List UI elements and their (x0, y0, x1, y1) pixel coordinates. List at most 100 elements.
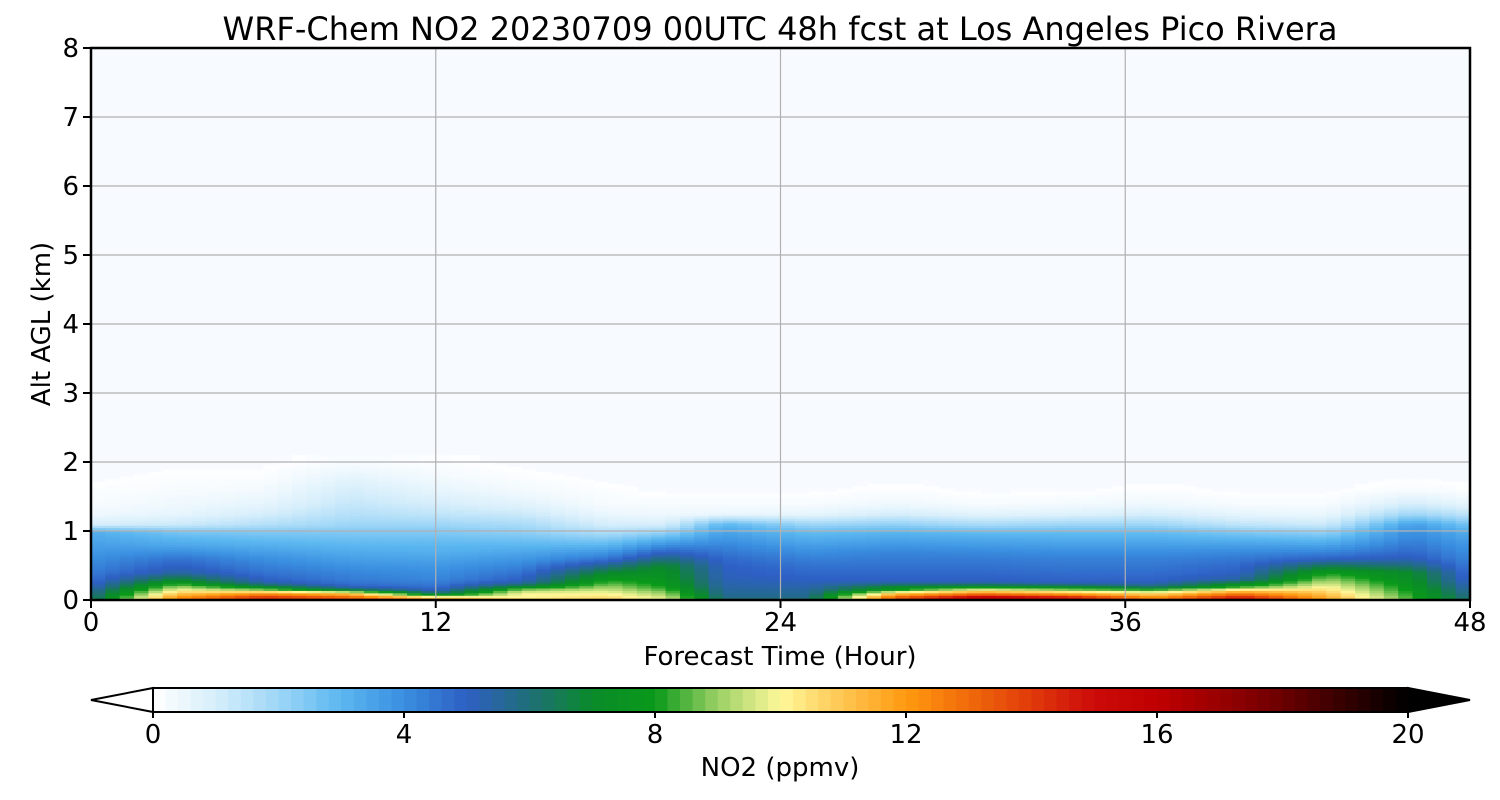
heatmap-cell (550, 556, 566, 560)
heatmap-cell (995, 571, 1011, 575)
heatmap-cell (536, 476, 552, 480)
heatmap-cell (1125, 525, 1141, 529)
heatmap-cell (148, 585, 164, 589)
heatmap-cell (105, 571, 121, 575)
heatmap-cell (809, 515, 825, 519)
heatmap-cell (1053, 503, 1069, 507)
heatmap-cell (450, 498, 466, 502)
heatmap-cell (536, 568, 552, 572)
heatmap-cell (335, 513, 351, 517)
heatmap-cell (1067, 520, 1083, 524)
heatmap-cell (1153, 573, 1169, 577)
heatmap-cell (1197, 500, 1213, 504)
heatmap-cell (335, 590, 351, 594)
heatmap-cell (407, 527, 422, 531)
heatmap-cell (249, 542, 264, 546)
heatmap-cell (1024, 583, 1040, 587)
heatmap-cell (363, 575, 379, 579)
heatmap-cell (1268, 513, 1284, 517)
heatmap-cell (263, 575, 279, 579)
heatmap-cell (895, 580, 911, 584)
heatmap-cell (1168, 496, 1184, 500)
heatmap-cell (306, 486, 322, 490)
heatmap-cell (794, 544, 810, 548)
heatmap-cell (134, 488, 150, 492)
heatmap-cell (507, 515, 523, 519)
heatmap-cell (162, 542, 178, 546)
heatmap-cell (450, 522, 466, 526)
heatmap-cell (320, 508, 336, 512)
heatmap-cell (909, 583, 925, 587)
heatmap-cell (1053, 556, 1069, 560)
heatmap-cell (1182, 517, 1198, 521)
heatmap-cell (579, 556, 595, 560)
heatmap-cell (1197, 561, 1213, 565)
heatmap-cell (349, 583, 365, 587)
heatmap-cell (881, 493, 897, 497)
heatmap-cell (407, 520, 422, 524)
heatmap-cell (938, 539, 954, 543)
heatmap-cell (967, 554, 983, 558)
heatmap-cell (967, 580, 983, 584)
heatmap-cell (1024, 544, 1040, 548)
heatmap-cell (1369, 517, 1385, 521)
heatmap-cell (91, 566, 106, 570)
heatmap-cell (1297, 585, 1313, 589)
heatmap-cell (493, 534, 509, 538)
heatmap-cell (363, 515, 379, 519)
heatmap-cell (737, 580, 753, 584)
heatmap-cell (565, 551, 580, 555)
heatmap-cell (1441, 573, 1457, 577)
heatmap-cell (162, 505, 178, 509)
heatmap-cell (91, 595, 106, 599)
heatmap-cell (852, 558, 868, 562)
heatmap-cell (780, 493, 796, 497)
heatmap-cell (378, 546, 394, 550)
heatmap-cell (134, 583, 150, 587)
heatmap-cell (407, 517, 422, 521)
heatmap-cell (536, 522, 552, 526)
heatmap-cell (464, 481, 480, 485)
heatmap-cell (220, 508, 236, 512)
heatmap-cell (723, 513, 738, 517)
heatmap-cell (565, 595, 580, 599)
heatmap-cell (148, 587, 164, 591)
heatmap-cell (608, 583, 624, 587)
heatmap-cell (191, 474, 207, 478)
heatmap-cell (378, 522, 394, 526)
heatmap-cell (608, 515, 624, 519)
heatmap-cell (234, 546, 250, 550)
heatmap-cell (1340, 554, 1356, 558)
heatmap-cell (378, 503, 394, 507)
heatmap-cell (665, 496, 681, 500)
heatmap-cell (191, 573, 207, 577)
heatmap-cell (1024, 498, 1040, 502)
heatmap-cell (823, 571, 839, 575)
heatmap-cell (1283, 549, 1299, 553)
colorbar-segment (1194, 688, 1208, 712)
heatmap-cell (363, 578, 379, 582)
heatmap-cell (1326, 558, 1342, 562)
heatmap-cell (708, 590, 724, 594)
heatmap-cell (1082, 517, 1098, 521)
heatmap-cell (1412, 493, 1428, 497)
heatmap-cell (134, 539, 150, 543)
heatmap-cell (148, 534, 164, 538)
heatmap-cell (1441, 513, 1457, 517)
heatmap-cell (636, 510, 652, 514)
heatmap-cell (464, 575, 480, 579)
heatmap-cell (1168, 566, 1184, 570)
heatmap-cell (91, 525, 106, 529)
heatmap-cell (1268, 583, 1284, 587)
heatmap-cell (866, 539, 882, 543)
heatmap-cell (507, 592, 523, 596)
heatmap-cell (1283, 578, 1299, 582)
heatmap-cell (478, 513, 494, 517)
heatmap-cell (363, 498, 379, 502)
heatmap-cell (363, 474, 379, 478)
heatmap-cell (751, 544, 767, 548)
heatmap-cell (694, 573, 710, 577)
heatmap-cell (1240, 513, 1256, 517)
heatmap-cell (1182, 575, 1198, 579)
heatmap-cell (909, 491, 925, 495)
